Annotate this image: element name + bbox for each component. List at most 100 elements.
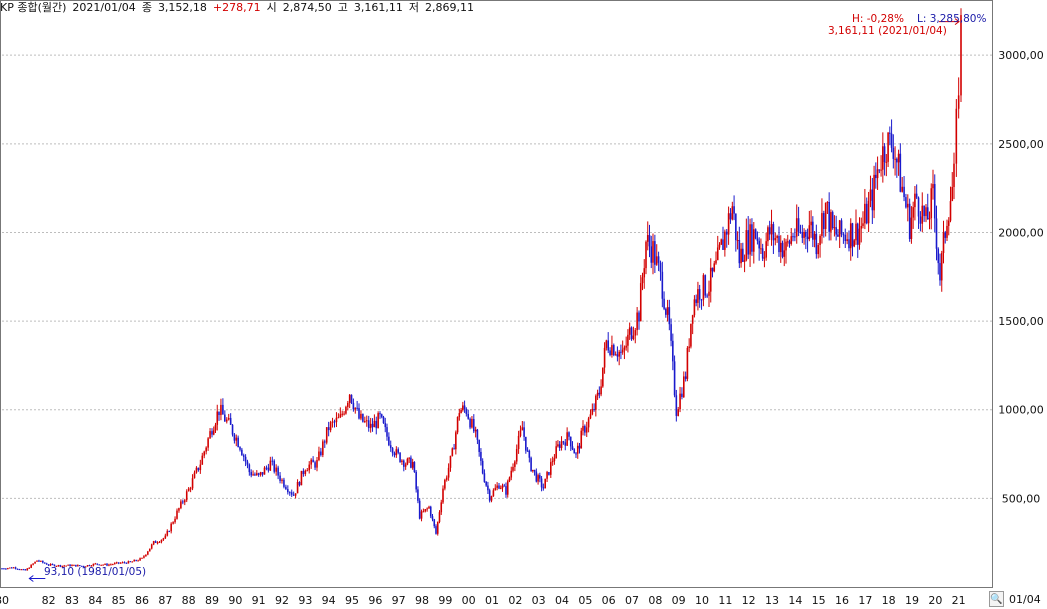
plot-frame [0,0,993,588]
candle-body [760,248,762,250]
candle-body [422,511,425,513]
candle-body [362,413,364,422]
candle-body [222,404,224,415]
x-tick-label: 91 [252,594,266,607]
candle-body [224,414,226,422]
high-label: 고 [337,1,348,14]
candle-body [172,522,174,524]
candle-body [180,501,182,509]
candle-body [821,213,823,236]
candle-body [369,423,372,429]
x-tick-label: 94 [322,594,336,607]
candle-body [438,512,441,522]
candle-body [908,203,911,240]
candle-body [417,489,419,501]
y-tick-label: 1000,00 [998,404,1044,417]
candle-body [455,432,457,450]
candle-body [435,526,437,534]
candle-body [227,417,230,420]
candle-body [919,216,922,224]
symbol-label: KP 종합(월간) [0,1,67,14]
candle-body [121,562,124,564]
candle-body [925,207,927,217]
candle-body [659,262,662,272]
candle-body [168,531,171,533]
candle-body [661,271,664,299]
candle-body [316,460,318,468]
candle-body [36,560,38,562]
candle-body [248,464,251,473]
candle-body [693,299,696,316]
change-value: +278,71 [212,1,261,14]
candle-body [582,426,584,431]
candle-body [92,563,95,566]
candle-body [207,438,209,448]
candle-body [510,470,513,478]
candle-body [429,506,432,517]
candle-body [603,347,606,368]
candle-body [578,445,581,449]
x-tick-label: 88 [182,594,196,607]
candle-body [795,218,798,237]
candle-body [853,240,856,247]
candle-body [12,567,15,569]
date-label: 2021/01/04 [72,1,136,14]
x-tick-label: 98 [415,594,429,607]
candle-body [26,568,29,571]
candle-body [14,567,17,569]
candle-body [1,568,3,570]
x-tick-label: 20 [928,594,942,607]
candle-body [7,568,9,570]
candle-body [526,450,529,452]
candle-body [532,469,534,472]
candle-body [451,448,454,456]
candle-body [499,488,502,490]
candle-body [955,108,958,164]
candle-body [540,478,543,488]
candle-body [585,427,588,433]
candle-body [550,462,552,475]
candle-body [740,248,742,264]
candle-body [885,161,888,163]
candle-body [618,351,620,357]
candle-body [840,220,843,235]
candle-body [544,478,546,489]
candle-body [609,350,611,355]
candle-body [333,421,336,423]
candle-body [304,470,307,475]
magnifier-icon[interactable]: 🔍 [989,591,1004,607]
candle-body [953,163,955,188]
candle-body [51,564,54,566]
candle-body [193,472,196,479]
candle-body [106,563,108,566]
candle-body [145,554,147,557]
candle-body [467,413,469,419]
candle-body [729,213,732,220]
candle-body [596,392,599,396]
candle-body [480,451,482,461]
candle-body [711,267,714,272]
candle-body [380,414,383,417]
candle-body [67,564,69,566]
candle-body [28,567,31,569]
candle-body [575,453,577,455]
candle-body [337,417,340,419]
candle-body [727,213,730,235]
candle-body [229,417,232,425]
candle-body [158,542,161,544]
candle-body [683,376,685,397]
max-arrow [939,18,960,26]
candle-body [645,241,647,269]
candle-body [805,231,807,237]
candle-body [220,404,222,416]
candle-body [690,323,692,347]
candle-body [185,491,188,501]
candle-body [763,257,766,259]
candle-body [892,147,895,159]
candle-body [663,298,665,309]
candle-body [239,447,241,450]
candle-body [823,213,825,229]
candle-body [257,473,260,475]
candle-body [655,256,658,265]
